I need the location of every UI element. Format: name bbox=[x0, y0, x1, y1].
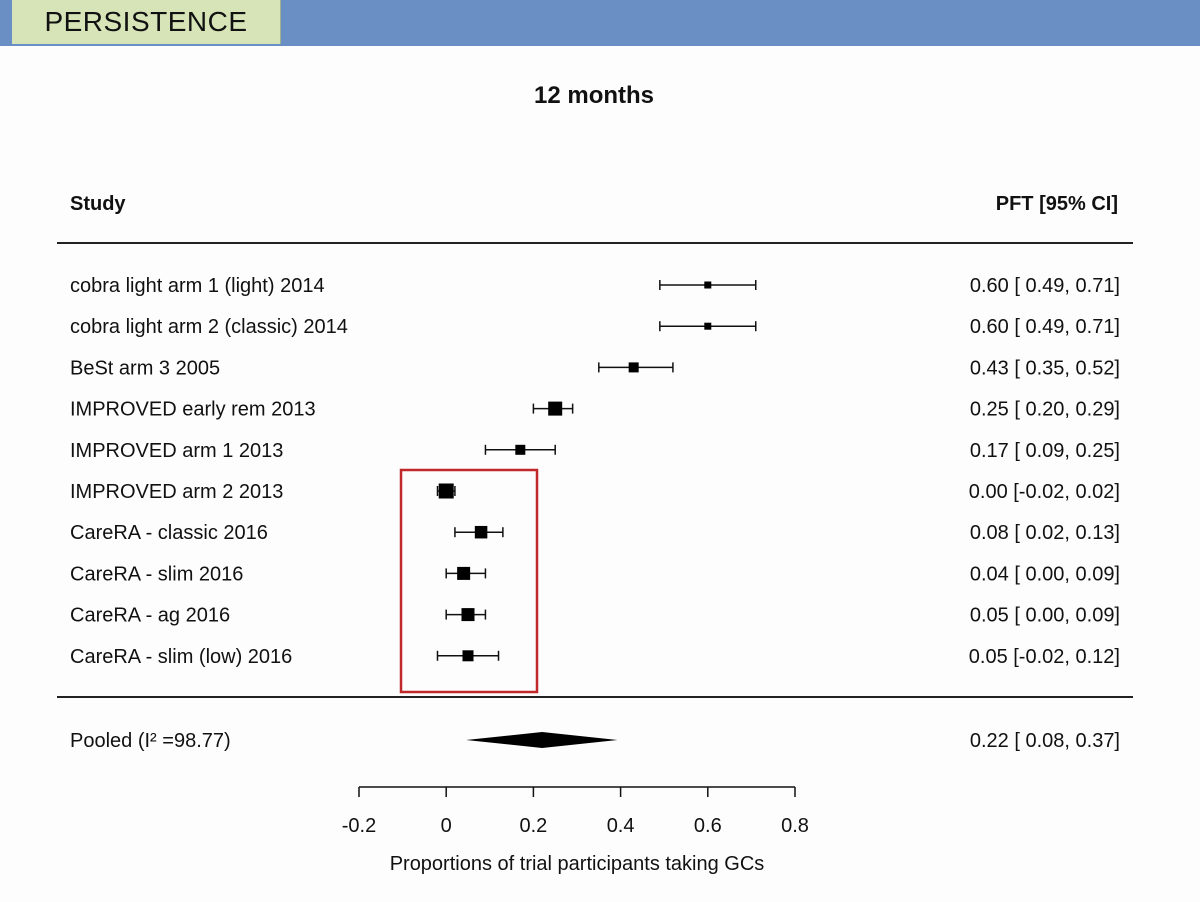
estimate-marker bbox=[704, 322, 712, 330]
x-tick-label: 0.8 bbox=[781, 815, 809, 837]
study-estimate: 0.08 [ 0.02, 0.13] bbox=[970, 522, 1120, 544]
x-tick-label: 0.2 bbox=[519, 815, 547, 837]
study-label: BeSt arm 3 2005 bbox=[70, 357, 220, 379]
estimate-marker bbox=[628, 362, 639, 373]
x-tick-label: 0.4 bbox=[607, 815, 635, 837]
study-estimate: 0.05 [-0.02, 0.12] bbox=[969, 646, 1120, 668]
column-header-study: Study bbox=[70, 193, 126, 215]
pooled-label: Pooled (I² =98.77) bbox=[70, 730, 231, 752]
estimate-marker bbox=[462, 650, 474, 662]
study-label: CareRA - slim (low) 2016 bbox=[70, 646, 292, 668]
study-estimate: 0.00 [-0.02, 0.02] bbox=[969, 481, 1120, 503]
study-label: IMPROVED arm 1 2013 bbox=[70, 440, 283, 462]
study-label: cobra light arm 1 (light) 2014 bbox=[70, 275, 325, 297]
study-estimate: 0.17 [ 0.09, 0.25] bbox=[970, 440, 1120, 462]
study-estimate: 0.60 [ 0.49, 0.71] bbox=[970, 316, 1120, 338]
estimate-marker bbox=[515, 444, 526, 455]
study-estimate: 0.60 [ 0.49, 0.71] bbox=[970, 275, 1120, 297]
chart-title: 12 months bbox=[533, 82, 655, 109]
pooled-estimate: 0.22 [ 0.08, 0.37] bbox=[970, 730, 1120, 752]
x-tick-label: 0.6 bbox=[694, 815, 722, 837]
highlight-box bbox=[399, 468, 539, 694]
section-tab: PERSISTENCE bbox=[12, 0, 281, 44]
study-label: CareRA - classic 2016 bbox=[70, 522, 268, 544]
column-header-estimate: PFT [95% CI] bbox=[996, 193, 1118, 215]
x-tick-label: -0.2 bbox=[342, 815, 376, 837]
estimate-marker bbox=[457, 566, 471, 580]
study-label: cobra light arm 2 (classic) 2014 bbox=[70, 316, 348, 338]
x-axis-label: Proportions of trial participants taking… bbox=[390, 853, 765, 875]
x-tick-label: 0 bbox=[441, 815, 452, 837]
study-label: CareRA - ag 2016 bbox=[70, 605, 230, 627]
study-estimate: 0.43 [ 0.35, 0.52] bbox=[970, 357, 1120, 379]
pooled-diamond bbox=[466, 732, 618, 748]
estimate-marker bbox=[704, 281, 712, 289]
study-label: IMPROVED arm 2 2013 bbox=[70, 481, 283, 503]
study-label: IMPROVED early rem 2013 bbox=[70, 399, 316, 421]
estimate-marker bbox=[548, 401, 563, 416]
study-estimate: 0.04 [ 0.00, 0.09] bbox=[970, 563, 1120, 585]
study-estimate: 0.05 [ 0.00, 0.09] bbox=[970, 605, 1120, 627]
study-estimate: 0.25 [ 0.20, 0.29] bbox=[970, 399, 1120, 421]
study-label: CareRA - slim 2016 bbox=[70, 563, 243, 585]
estimate-marker bbox=[438, 483, 454, 499]
estimate-marker bbox=[474, 525, 488, 539]
estimate-marker bbox=[461, 608, 475, 622]
